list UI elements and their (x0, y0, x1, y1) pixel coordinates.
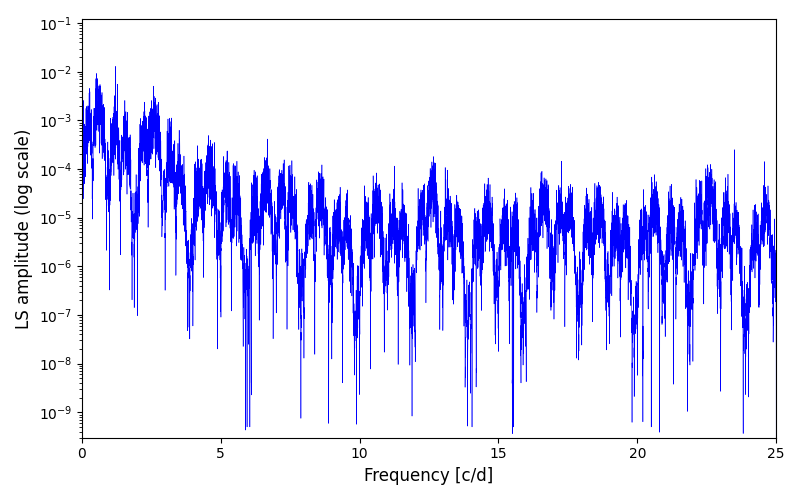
Y-axis label: LS amplitude (log scale): LS amplitude (log scale) (15, 128, 33, 328)
X-axis label: Frequency [c/d]: Frequency [c/d] (364, 467, 494, 485)
